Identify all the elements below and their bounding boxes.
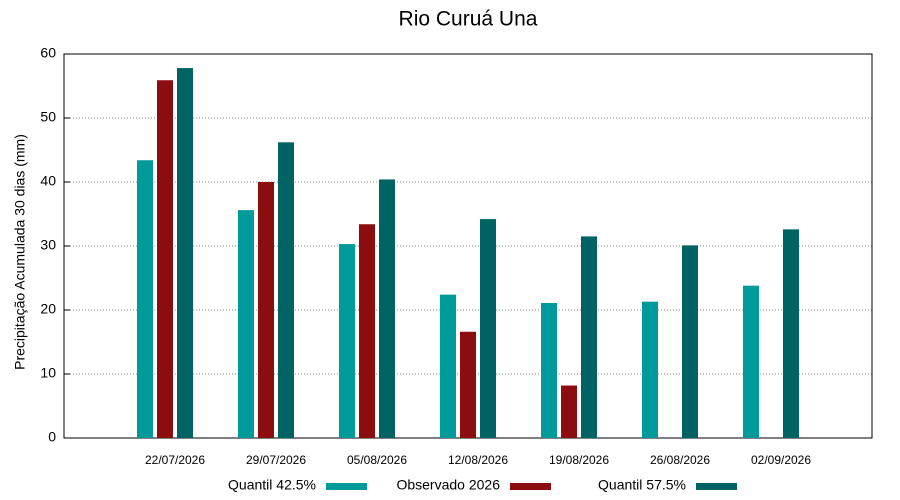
bar xyxy=(157,80,173,439)
legend-swatch xyxy=(326,483,367,490)
bar xyxy=(581,236,597,438)
legend-swatch xyxy=(696,483,737,490)
bar xyxy=(238,210,254,438)
y-axis-label: Precipitação Acumulada 30 dias (mm) xyxy=(12,134,28,370)
y-tick-label: 10 xyxy=(40,365,56,381)
bar xyxy=(258,182,274,438)
bar xyxy=(480,219,496,438)
x-tick-label: 26/08/2026 xyxy=(650,453,710,467)
legend-swatch xyxy=(510,483,551,490)
legend-label: Quantil 42.5% xyxy=(228,477,316,493)
x-tick-label: 02/09/2026 xyxy=(751,453,811,467)
bar xyxy=(278,142,294,438)
legend-label: Observado 2026 xyxy=(396,477,500,493)
bar xyxy=(460,331,476,438)
y-tick-label: 0 xyxy=(48,429,56,445)
bar xyxy=(561,385,577,438)
bar xyxy=(359,224,375,438)
bar xyxy=(682,245,698,438)
bar xyxy=(137,160,153,439)
x-tick-label: 19/08/2026 xyxy=(549,453,609,467)
legend-label: Quantil 57.5% xyxy=(598,477,686,493)
bar xyxy=(642,301,658,438)
x-tick-label: 12/08/2026 xyxy=(448,453,508,467)
bar xyxy=(440,294,456,438)
bar xyxy=(339,244,355,438)
y-tick-label: 60 xyxy=(40,45,56,61)
bar xyxy=(541,302,557,438)
bar xyxy=(743,285,759,438)
y-tick-label: 50 xyxy=(40,109,56,125)
y-tick-label: 40 xyxy=(40,173,56,189)
x-tick-label: 29/07/2026 xyxy=(246,453,306,467)
bar xyxy=(177,68,193,438)
bar xyxy=(783,229,799,438)
chart-title: Rio Curuá Una xyxy=(399,8,538,31)
x-tick-label: 22/07/2026 xyxy=(145,453,205,467)
bar xyxy=(379,179,395,438)
y-tick-label: 20 xyxy=(40,301,56,317)
x-tick-label: 05/08/2026 xyxy=(347,453,407,467)
y-tick-label: 30 xyxy=(40,237,56,253)
